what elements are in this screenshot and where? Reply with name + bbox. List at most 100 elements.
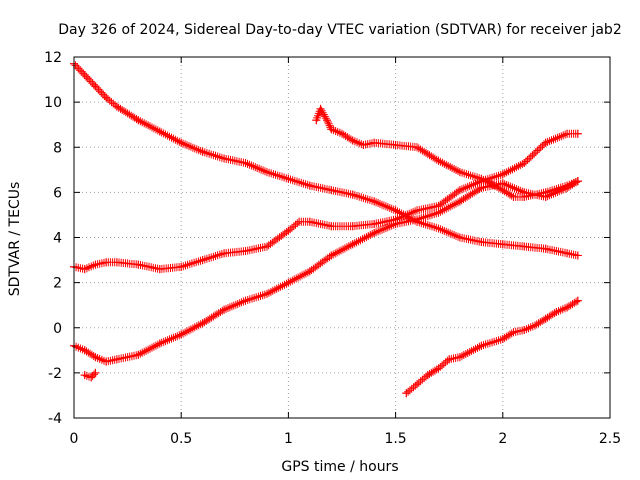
data-point (563, 129, 572, 138)
data-point (370, 197, 379, 206)
data-point (530, 321, 539, 330)
data-point (541, 314, 550, 323)
axis-ticks: 0 0.5 1 1.5 2 2.5 -4 -2 0 2 4 6 8 10 12 (44, 50, 621, 447)
data-point (477, 174, 486, 183)
data-point (91, 353, 100, 362)
data-point (177, 138, 186, 147)
x-tick-label: 2.5 (599, 431, 621, 447)
y-tick-label: 0 (53, 321, 62, 337)
data-point (312, 116, 321, 125)
y-tick-label: 2 (53, 276, 62, 292)
data-point (509, 328, 518, 337)
data-point (262, 242, 271, 251)
data-point (563, 303, 572, 312)
y-tick-label: 10 (44, 95, 62, 111)
data-point (198, 147, 207, 156)
data-point (573, 251, 582, 260)
data-point (477, 341, 486, 350)
data-point (434, 364, 443, 373)
data-point (198, 256, 207, 265)
data-point (348, 222, 357, 231)
data-point (413, 143, 422, 152)
data-point (370, 138, 379, 147)
data-point (434, 224, 443, 233)
data-point (134, 350, 143, 359)
data-point (177, 330, 186, 339)
data-point (102, 357, 111, 366)
data-point (455, 197, 464, 206)
y-axis-label: SDTVAR / TECUs (7, 182, 23, 297)
x-tick-label: 2 (498, 431, 507, 447)
y-tick-label: 4 (53, 231, 62, 247)
data-point (305, 217, 314, 226)
data-point (563, 181, 572, 190)
x-axis-label: GPS time / hours (281, 459, 398, 475)
data-point (155, 127, 164, 136)
data-point (563, 249, 572, 258)
data-point (241, 159, 250, 168)
series-satellite-b (70, 129, 582, 274)
data-point (434, 156, 443, 165)
data-point (80, 71, 89, 80)
x-tick-label: 1.5 (384, 431, 406, 447)
data-point (391, 206, 400, 215)
y-tick-label: 8 (53, 140, 62, 156)
data-point (134, 260, 143, 269)
data-point (423, 371, 432, 380)
data-point (155, 265, 164, 274)
data-point (91, 82, 100, 91)
data-point (80, 346, 89, 355)
data-point (370, 228, 379, 237)
series-satellite-c-tail (80, 368, 100, 382)
data-point (477, 238, 486, 247)
data-point (284, 278, 293, 287)
data-point (134, 116, 143, 125)
data-point (198, 319, 207, 328)
data-point (359, 140, 368, 149)
data-point (102, 258, 111, 267)
data-point (541, 138, 550, 147)
data-point (520, 192, 529, 201)
y-tick-label: -4 (48, 411, 62, 427)
data-point (498, 170, 507, 179)
data-point (327, 251, 336, 260)
y-tick-label: 12 (44, 50, 62, 66)
data-point (80, 371, 89, 380)
data-point (305, 267, 314, 276)
series-satellite-d (312, 104, 582, 201)
data-point (177, 262, 186, 271)
x-tick-label: 1 (284, 431, 293, 447)
y-tick-label: 6 (53, 185, 62, 201)
data-point (498, 335, 507, 344)
data-point (348, 136, 357, 145)
data-point (91, 368, 100, 377)
data-point (80, 265, 89, 274)
x-tick-label: 0 (70, 431, 79, 447)
data-point (520, 242, 529, 251)
data-point (348, 240, 357, 249)
data-point (552, 307, 561, 316)
data-point (327, 186, 336, 195)
y-tick-label: -2 (48, 366, 62, 382)
data-point (413, 215, 422, 224)
data-point (91, 260, 100, 269)
data-point (327, 125, 336, 134)
data-point (316, 104, 325, 113)
x-tick-label: 0.5 (170, 431, 192, 447)
data-point (402, 389, 411, 398)
data-point (112, 355, 121, 364)
data-point (455, 233, 464, 242)
data-point (391, 140, 400, 149)
data-point (220, 305, 229, 314)
data-point (262, 168, 271, 177)
data-point (445, 355, 454, 364)
data-point (509, 192, 518, 201)
data-point (413, 380, 422, 389)
data-point (477, 183, 486, 192)
data-point (112, 102, 121, 111)
data-point (573, 296, 582, 305)
data-point (284, 226, 293, 235)
data-point (305, 181, 314, 190)
data-point (112, 258, 121, 267)
